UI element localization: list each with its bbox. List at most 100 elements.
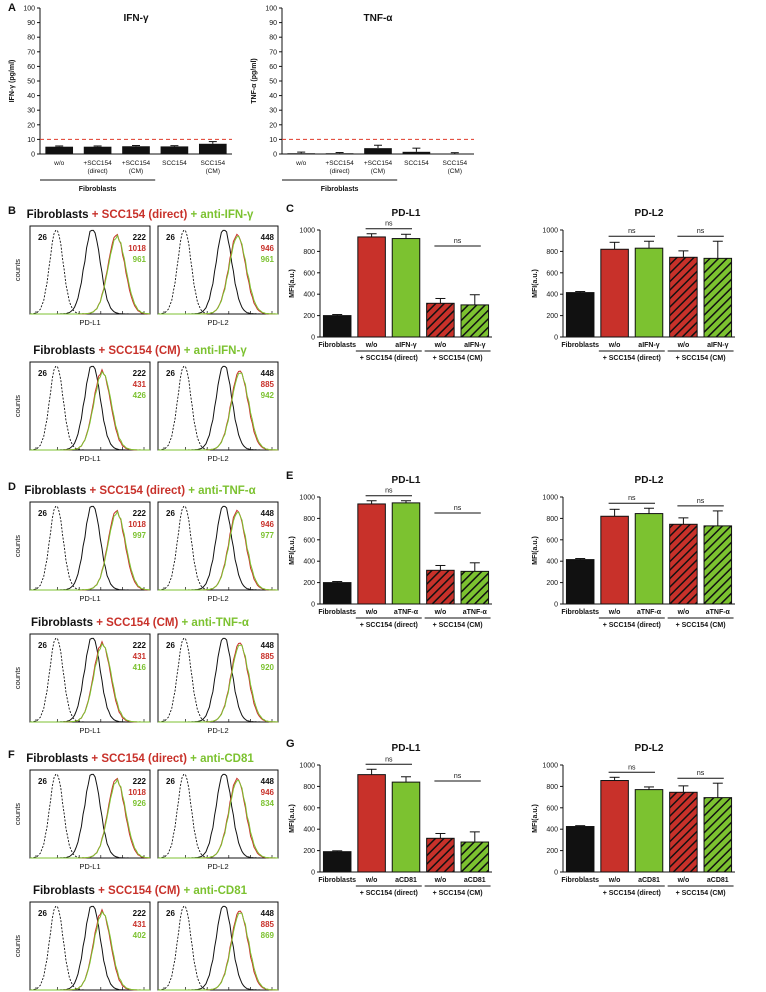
histogram-curve-blocking	[158, 912, 278, 991]
mfi-value-fibroblasts: 448	[261, 909, 275, 918]
panel-letter: B	[8, 205, 16, 217]
mfi-value-coculture: 431	[133, 380, 147, 389]
mfi-value-isotype: 26	[166, 233, 175, 242]
group-label: + SCC154 (CM)	[433, 890, 483, 897]
histogram-frame	[157, 501, 279, 591]
y-tick-label: 0	[554, 335, 558, 342]
histogram-curve-blocking	[158, 779, 278, 859]
significance-label: ns	[628, 495, 636, 502]
x-tick-label: (direct)	[87, 168, 107, 175]
histogram-title: Fibroblasts + SCC154 (CM) + anti-IFN-γ	[33, 345, 247, 357]
histogram-title: Fibroblasts + SCC154 (CM) + anti-TNF-α	[31, 617, 249, 629]
panel-letter: D	[8, 481, 16, 493]
histogram-frame	[29, 901, 151, 991]
x-tick-label: w/o	[608, 342, 621, 349]
group-label: + SCC154 (CM)	[676, 355, 726, 362]
mfi-value-blocking: 402	[133, 931, 147, 940]
x-tick-label: +SCC154	[122, 160, 151, 167]
group-label: Fibroblasts	[321, 186, 359, 193]
y-axis-label: TNF-α (pg/ml)	[251, 58, 258, 104]
mfi-value-coculture: 885	[261, 380, 275, 389]
bar	[565, 559, 595, 605]
x-tick-label: Fibroblasts	[561, 877, 599, 884]
y-tick-label: 50	[27, 79, 35, 86]
y-axis-label: MFI(a.u.)	[532, 536, 539, 565]
y-tick-label: 600	[546, 270, 558, 277]
y-tick-label: 1000	[299, 763, 315, 770]
y-tick-label: 50	[269, 79, 277, 86]
chart-title: PD-L2	[635, 743, 664, 754]
y-tick-label: 1000	[542, 495, 558, 502]
y-tick-label: 800	[303, 249, 315, 256]
bar	[391, 238, 421, 338]
mfi-value-blocking: 920	[261, 663, 275, 672]
significance-label: ns	[385, 221, 393, 228]
bar	[83, 146, 112, 154]
bar	[703, 525, 733, 605]
panel-letter: C	[286, 203, 294, 215]
histogram-curve-blocking	[30, 370, 150, 451]
mfi-value-coculture: 431	[133, 920, 147, 929]
bar	[669, 791, 698, 873]
x-tick-label: Fibroblasts	[561, 609, 599, 616]
x-axis-label: PD-L1	[79, 862, 100, 871]
histogram-curve-blocking	[158, 372, 278, 451]
bar	[45, 146, 74, 154]
chart-title: TNF-α	[364, 13, 394, 24]
mfi-value-coculture: 1018	[128, 520, 146, 529]
y-tick-label: 800	[546, 784, 558, 791]
chart-title: PD-L1	[392, 208, 421, 219]
y-tick-label: 400	[303, 827, 315, 834]
bar	[600, 780, 629, 873]
group-label: + SCC154 (direct)	[603, 622, 661, 629]
y-tick-label: 1000	[299, 495, 315, 502]
x-tick-label: w/o	[53, 160, 65, 167]
y-tick-label: 70	[27, 49, 35, 56]
histogram-frame	[29, 501, 151, 591]
x-tick-label: Fibroblasts	[318, 877, 356, 884]
x-tick-label: w/o	[608, 877, 621, 884]
x-tick-label: +SCC154	[83, 160, 112, 167]
x-tick-label: (direct)	[329, 168, 349, 175]
mfi-value-coculture: 1018	[128, 244, 146, 253]
x-tick-label: Fibroblasts	[318, 342, 356, 349]
mfi-value-coculture: 885	[261, 652, 275, 661]
bar	[322, 582, 352, 605]
x-tick-label: w/o	[434, 877, 447, 884]
histogram-title: Fibroblasts + SCC154 (direct) + anti-CD8…	[26, 753, 254, 765]
y-tick-label: 400	[546, 292, 558, 299]
y-axis-label: counts	[13, 259, 22, 281]
mfi-value-isotype: 26	[166, 777, 175, 786]
bar	[703, 797, 733, 873]
histogram-curve-blocking	[158, 235, 278, 315]
mfi-value-isotype: 26	[38, 509, 47, 518]
mfi-value-isotype: 26	[166, 509, 175, 518]
x-axis-label: PD-L1	[79, 318, 100, 327]
histogram-frame	[157, 225, 279, 315]
y-tick-label: 0	[554, 602, 558, 609]
chart-title: PD-L1	[392, 743, 421, 754]
x-tick-label: w/o	[677, 609, 690, 616]
y-tick-label: 0	[311, 870, 315, 877]
group-label: Fibroblasts	[79, 186, 117, 193]
bar	[325, 153, 354, 154]
mfi-value-fibroblasts: 448	[261, 233, 275, 242]
y-tick-label: 400	[546, 559, 558, 566]
significance-label: ns	[697, 770, 705, 777]
y-tick-label: 0	[31, 152, 35, 159]
x-tick-label: w/o	[365, 342, 378, 349]
mfi-value-isotype: 26	[166, 909, 175, 918]
panel-letter: G	[286, 738, 295, 750]
histogram-curve-isotype	[158, 229, 278, 315]
x-tick-label: w/o	[608, 609, 621, 616]
x-tick-label: aIFN-γ	[638, 342, 660, 349]
y-tick-label: 1000	[542, 763, 558, 770]
mfi-value-coculture: 1018	[128, 788, 146, 797]
x-axis-label: PD-L2	[207, 594, 228, 603]
x-tick-label: aCD81	[707, 877, 729, 884]
x-tick-label: aTNF-α	[394, 609, 419, 616]
y-tick-label: 200	[546, 313, 558, 320]
mfi-value-isotype: 26	[38, 909, 47, 918]
group-label: + SCC154 (CM)	[433, 622, 483, 629]
significance-label: ns	[454, 773, 462, 780]
